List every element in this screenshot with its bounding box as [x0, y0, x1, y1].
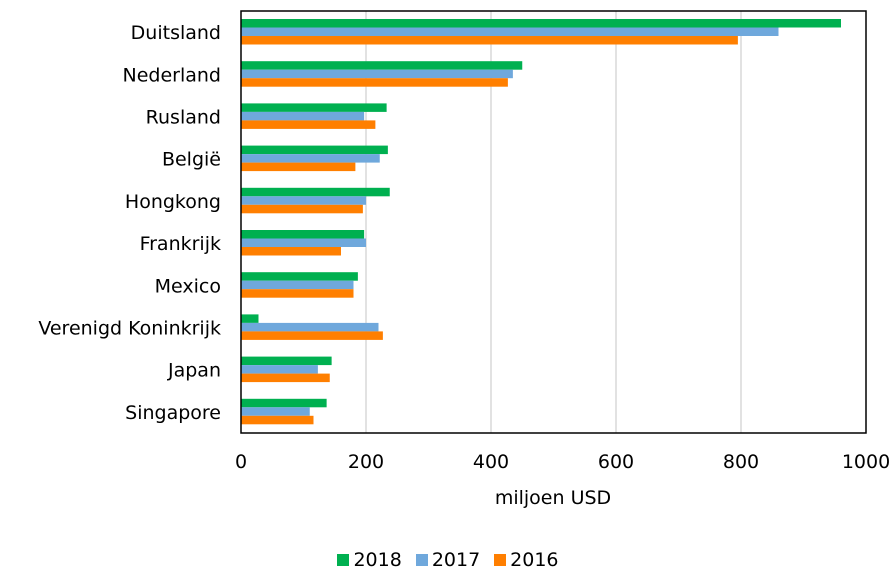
- bar-2017: [241, 322, 379, 332]
- bar-2017: [241, 111, 365, 121]
- bar-2017: [241, 280, 354, 290]
- bar-2017: [241, 238, 366, 247]
- category-label: Verenigd Koninkrijk: [38, 318, 221, 340]
- bar-2017: [241, 365, 318, 374]
- legend-swatch-2017: [415, 554, 428, 566]
- bar-2016: [241, 78, 508, 87]
- bar-2017: [241, 154, 380, 163]
- legend-item-2016: 2016: [494, 549, 559, 571]
- x-tick-label: 1000: [842, 451, 890, 473]
- x-tick-label: 800: [723, 451, 759, 473]
- bar-2018: [241, 356, 332, 366]
- legend-label-2018: 2018: [353, 549, 402, 571]
- bar-2016: [241, 120, 376, 129]
- legend-swatch-2018: [337, 554, 350, 566]
- bar-2017: [241, 27, 779, 36]
- legend-label-2016: 2016: [510, 549, 559, 571]
- bar-2017: [241, 196, 366, 205]
- x-tick-labels: 0 200 400 600 800 1000: [235, 451, 890, 473]
- x-axis-label: miljoen USD: [495, 487, 611, 509]
- plot-frame: [240, 10, 867, 434]
- category-label: Rusland: [146, 107, 221, 129]
- bar-2018: [241, 145, 388, 155]
- bar-2018: [241, 103, 387, 112]
- bar-2018: [241, 61, 523, 70]
- legend-swatch-2016: [494, 554, 507, 566]
- bar-2017: [241, 407, 310, 416]
- bar-2017: [241, 69, 513, 79]
- bar-2016: [241, 415, 314, 425]
- category-label: België: [162, 149, 221, 171]
- legend-item-2018: 2018: [337, 549, 402, 571]
- bar-2018: [241, 19, 841, 28]
- bar-2018: [241, 272, 358, 281]
- bar-2016: [241, 289, 354, 298]
- category-label: Frankrijk: [140, 233, 221, 255]
- x-tick-label: 400: [473, 451, 509, 473]
- bar-2016: [241, 247, 341, 256]
- x-tick-label: 0: [235, 451, 247, 473]
- category-label: Nederland: [123, 64, 222, 86]
- bars: [241, 19, 841, 425]
- bar-2018: [241, 314, 259, 323]
- bar-2016: [241, 36, 738, 45]
- bar-2018: [241, 398, 327, 408]
- x-tick-label: 600: [598, 451, 634, 473]
- bar-2018: [241, 230, 365, 239]
- x-tick-label: 200: [348, 451, 384, 473]
- bar-2016: [241, 373, 330, 383]
- legend-label-2017: 2017: [431, 549, 481, 571]
- bar-2016: [241, 162, 356, 172]
- bar-2016: [241, 204, 363, 214]
- category-label: Hongkong: [125, 191, 221, 213]
- category-labels: Duitsland Nederland Rusland België Hongkong F…: [38, 22, 221, 424]
- legend-item-2017: 2017: [415, 549, 481, 571]
- bar-2018: [241, 187, 390, 197]
- legend: 2018 2017 2016: [0, 549, 896, 571]
- category-label: Singapore: [125, 402, 221, 424]
- category-label: Mexico: [155, 275, 221, 297]
- category-label: Duitsland: [131, 22, 221, 44]
- bar-2016: [241, 331, 383, 340]
- category-label: Japan: [167, 360, 221, 382]
